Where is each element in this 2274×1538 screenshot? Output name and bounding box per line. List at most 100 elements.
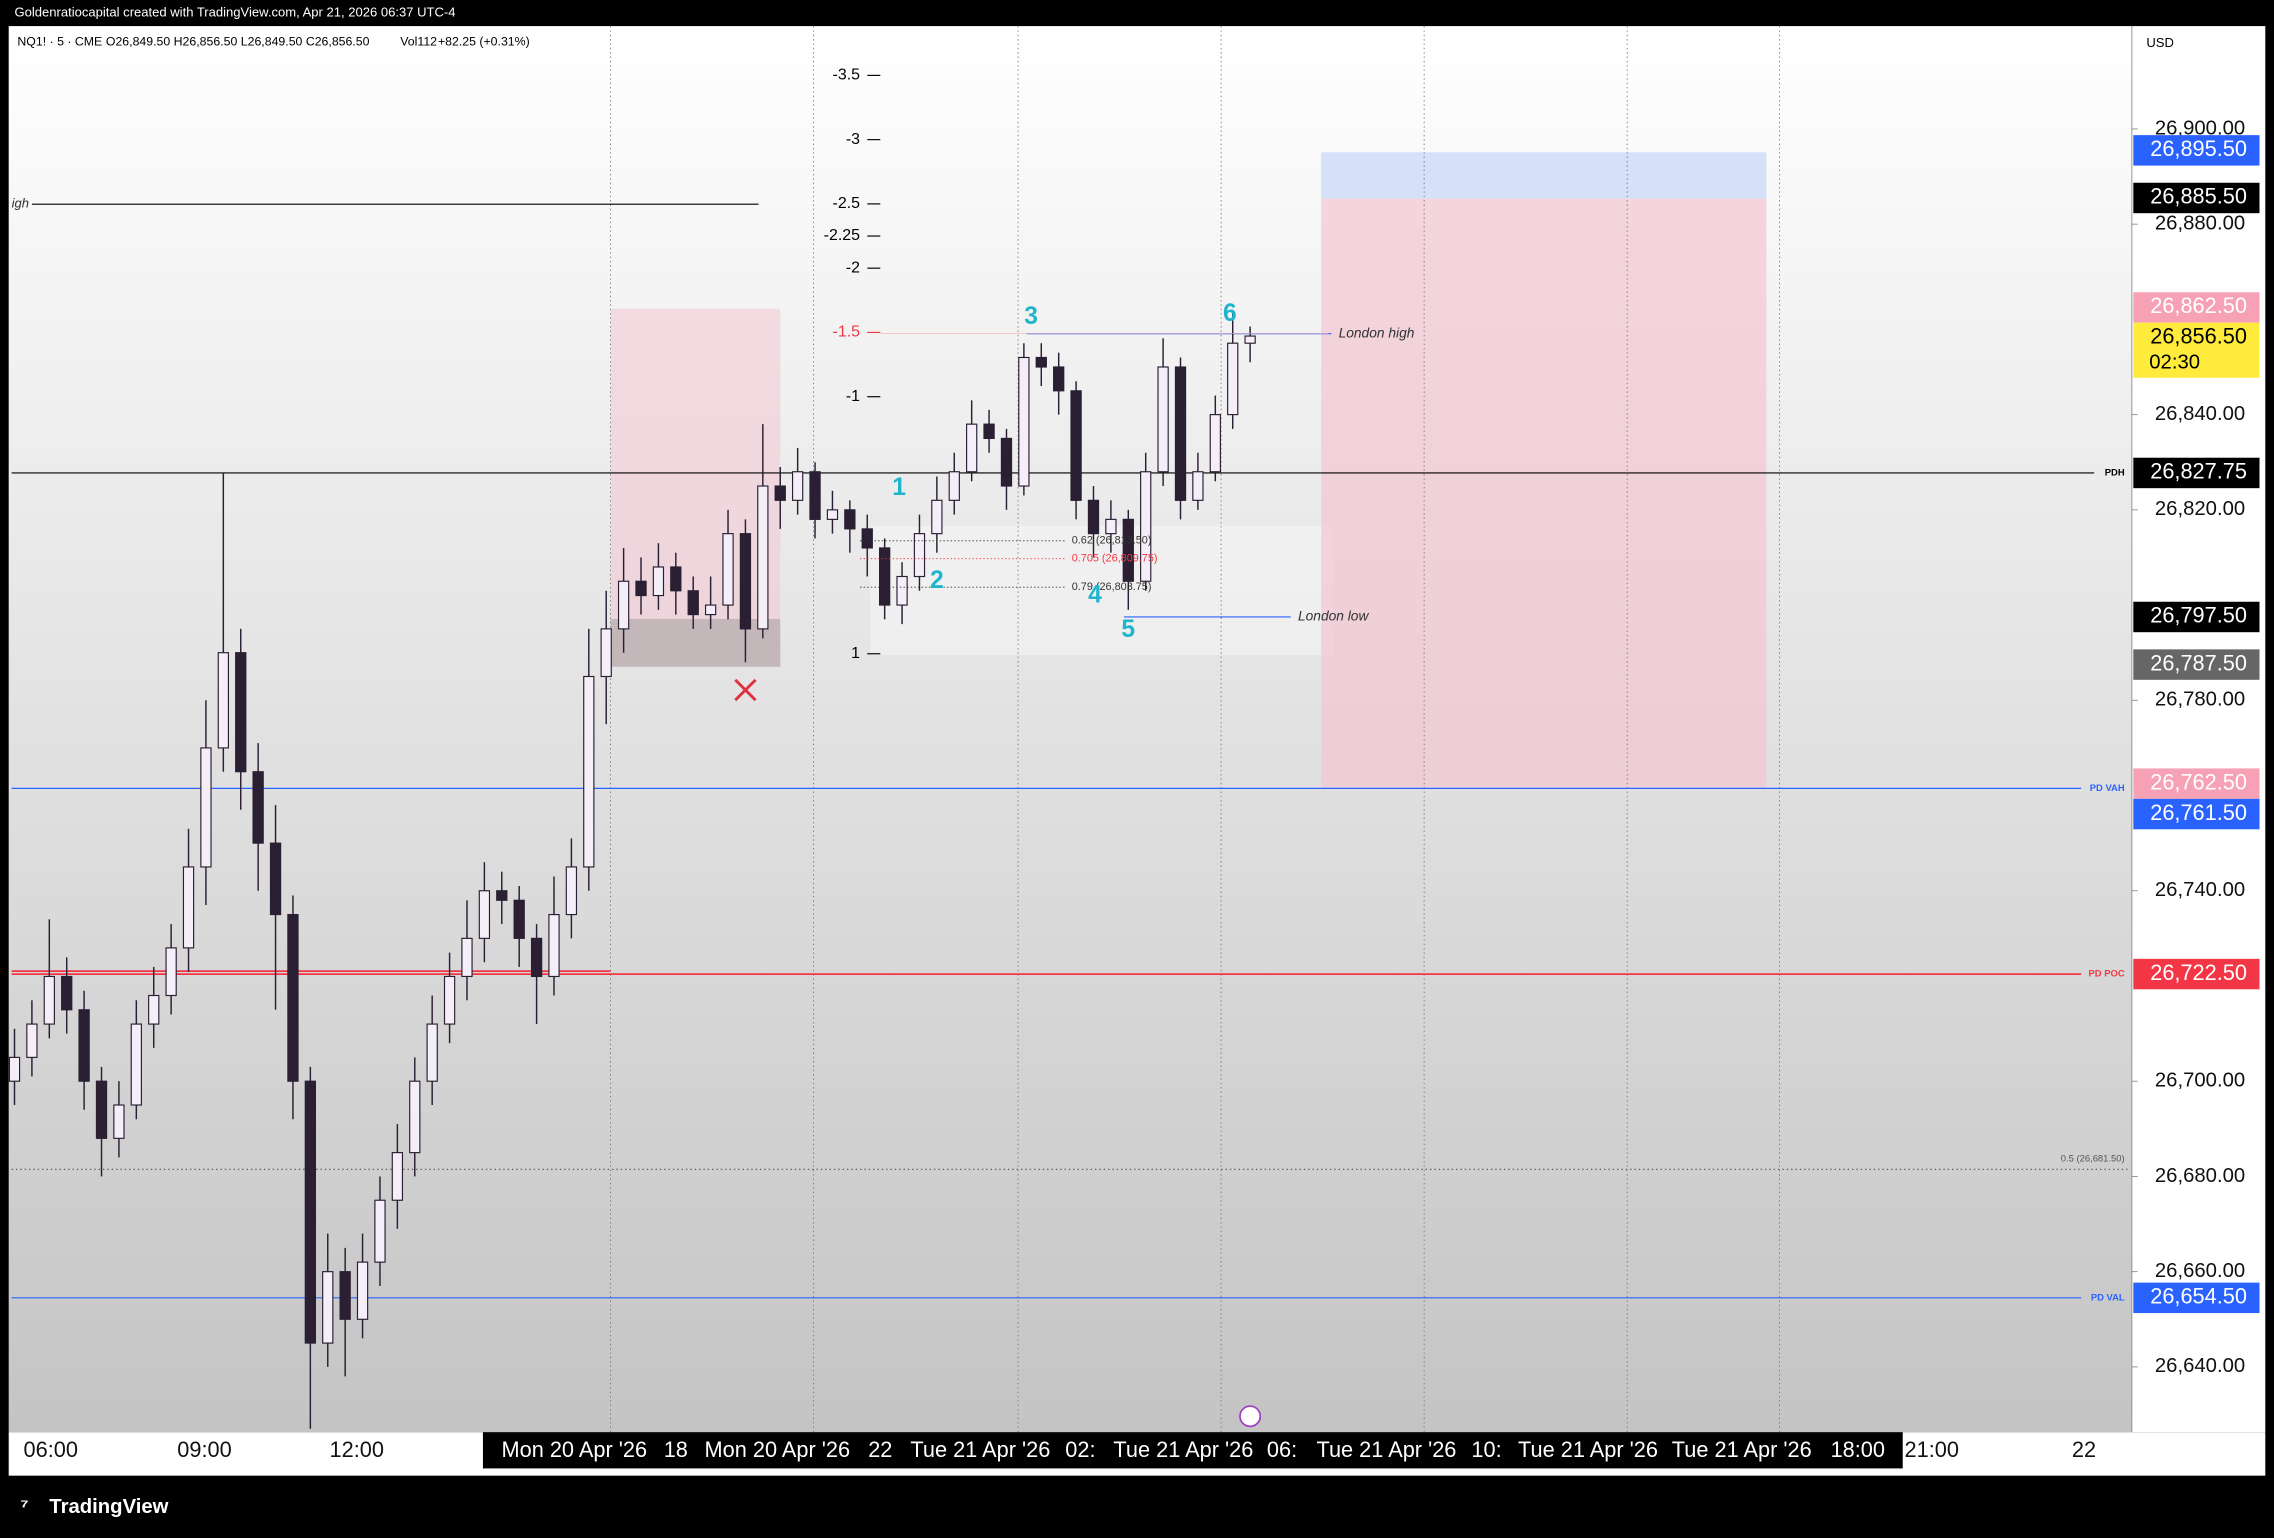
candle-body	[983, 423, 995, 440]
candle-body	[200, 747, 212, 868]
price-badge-label: 26,761.50	[2150, 800, 2247, 825]
candle-body	[722, 533, 734, 606]
price-badge	[2133, 182, 2260, 214]
candle-body	[478, 890, 491, 939]
x-tick-label: 06:00	[24, 1437, 78, 1462]
candle-body	[269, 842, 282, 916]
target-zone	[1321, 152, 1767, 199]
candle-body	[826, 509, 839, 520]
level-label: London high	[1339, 325, 1415, 340]
candle-body	[217, 652, 229, 749]
price-badge	[2133, 798, 2260, 830]
x-tick-label: Mon 20 Apr '26	[705, 1437, 851, 1462]
candle-body	[304, 1080, 317, 1344]
fib-label: -1.5	[833, 324, 861, 341]
candle-body	[339, 1271, 351, 1320]
level-label: PDH	[2105, 466, 2125, 477]
y-tick-label: 26,900.00	[2155, 117, 2245, 139]
candle-body	[443, 975, 456, 1025]
candle-body	[1157, 366, 1169, 473]
price-badge-label: 26,722.50	[2150, 960, 2247, 985]
price-badge	[2133, 768, 2260, 799]
candle-body	[652, 566, 665, 597]
price-badge	[2133, 1282, 2260, 1314]
volume: Vol112	[400, 34, 437, 48]
x-tick-label: 21:00	[1905, 1437, 1959, 1462]
price-badge-label: 26,885.50	[2150, 184, 2247, 209]
candle-body	[809, 471, 821, 520]
currency: USD	[2146, 35, 2174, 50]
brand[interactable]: TradingView	[49, 1496, 168, 1518]
wave-label: 1	[892, 474, 906, 501]
candle-body	[1000, 437, 1013, 487]
wave-label: 6	[1223, 300, 1237, 327]
x-tick-label: 18	[664, 1437, 688, 1462]
y-tick-label: 26,680.00	[2155, 1165, 2245, 1187]
candle-body	[530, 937, 543, 978]
x-tick-label: 22	[868, 1437, 892, 1462]
candle-body	[513, 899, 525, 939]
price-badge	[2133, 135, 2260, 166]
price-badge	[2133, 649, 2260, 680]
candle-body	[182, 866, 195, 949]
candle-body	[565, 866, 578, 916]
price-badge-label: 26,654.50	[2150, 1284, 2247, 1309]
logo-mark: ⁷	[20, 1496, 28, 1518]
stop-zone	[1321, 198, 1767, 788]
candle-body	[791, 471, 804, 501]
x-tick-label: Tue 21 Apr '26	[910, 1437, 1050, 1462]
y-tick-label: 26,880.00	[2155, 213, 2245, 235]
level-label: PD POC	[2089, 968, 2125, 979]
candle-body	[165, 947, 177, 997]
x-tick-label: Tue 21 Apr '26	[1316, 1437, 1456, 1462]
retracement-label: 0.62 (26,813.50)	[1072, 535, 1152, 547]
fib-label: -2	[846, 259, 860, 276]
fib-label: -3	[846, 131, 860, 148]
ohlc: O26,849.50 H26,856.50 L26,849.50 C26,856…	[106, 34, 370, 48]
x-tick-label: Tue 21 Apr '26	[1113, 1437, 1253, 1462]
fib-label: 1	[851, 645, 860, 662]
candle-body	[896, 575, 908, 606]
candle-body	[704, 604, 717, 616]
candle-body	[1035, 356, 1047, 368]
candle-body	[861, 528, 873, 549]
alert-icon[interactable]	[1239, 1405, 1262, 1428]
price-axis	[2131, 26, 2266, 1433]
candle-body	[78, 1009, 90, 1082]
candle-body	[252, 771, 264, 844]
candle-body	[548, 913, 560, 978]
price-badge-label: 26,762.50	[2150, 769, 2247, 794]
candle-body	[948, 471, 960, 501]
candle-body	[1018, 356, 1030, 487]
candle-body	[461, 937, 473, 978]
level-label: igh	[12, 196, 29, 211]
fib-label: -2.25	[824, 227, 860, 244]
x-tick-label: 18:00	[1831, 1437, 1885, 1462]
price-badge-label: 26,895.50	[2150, 136, 2247, 161]
x-tick-label: 22	[2072, 1437, 2096, 1462]
fib-label: -3.5	[833, 67, 861, 84]
fib-label: -1	[846, 388, 860, 405]
price-badge-label: 26,797.50	[2150, 603, 2247, 628]
candle-body	[148, 994, 160, 1025]
candle-body	[774, 485, 786, 501]
price-badge	[2133, 292, 2260, 323]
x-tick-label: Mon 20 Apr '26	[502, 1437, 648, 1462]
wave-label: 5	[1121, 616, 1135, 643]
candle-body	[95, 1080, 108, 1139]
y-tick-label: 26,840.00	[2155, 403, 2245, 425]
candle-body	[617, 580, 630, 630]
candle-body	[583, 675, 595, 868]
candle-body	[1209, 414, 1221, 473]
candle-body	[757, 485, 769, 630]
x-tick-label: Tue 21 Apr '26	[1518, 1437, 1658, 1462]
candle-body	[409, 1080, 421, 1154]
candle-body	[26, 1023, 38, 1058]
candle-body	[635, 580, 647, 597]
x-tick-label: 02:	[1065, 1437, 1095, 1462]
fib-zone	[870, 526, 1335, 656]
price-badge-label: 26,787.50	[2150, 650, 2247, 675]
zone	[610, 618, 781, 667]
level-label: 0.5 (26,681.50)	[2061, 1153, 2125, 1164]
retracement-label: 0.705 (26,809.75)	[1072, 553, 1158, 565]
